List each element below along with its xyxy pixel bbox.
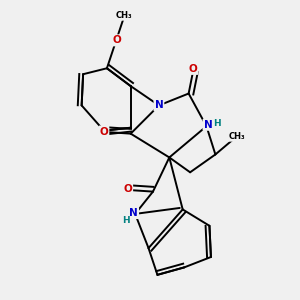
Text: N: N xyxy=(129,208,138,218)
Text: CH₃: CH₃ xyxy=(229,132,245,141)
Text: O: O xyxy=(112,35,121,45)
Text: N: N xyxy=(154,100,163,110)
Text: N: N xyxy=(204,120,212,130)
Text: H: H xyxy=(122,216,130,225)
Text: O: O xyxy=(100,127,108,136)
Text: H: H xyxy=(213,119,221,128)
Text: O: O xyxy=(189,64,197,74)
Text: CH₃: CH₃ xyxy=(116,11,133,20)
Text: O: O xyxy=(123,184,132,194)
